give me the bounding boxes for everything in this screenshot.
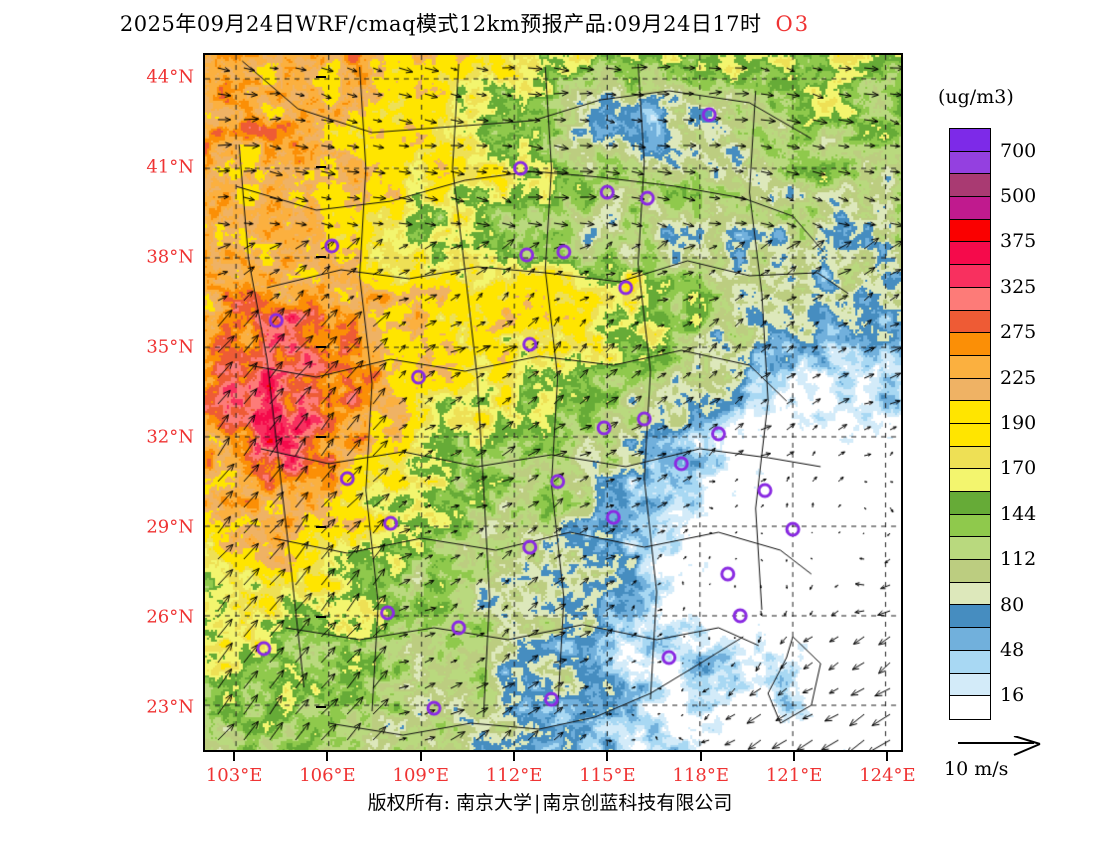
title-text: 2025年09月24日WRF/cmaq模式12km预报产品:09月24日17时 (119, 12, 762, 36)
colorbar-tick-label: 48 (1000, 638, 1025, 661)
colorbar-band (950, 537, 990, 561)
colorbar-band (950, 582, 990, 606)
longitude-tick-label: 118°E (672, 765, 730, 786)
colorbar-band (950, 287, 990, 311)
colorbar-unit-label: (ug/m3) (938, 86, 1014, 108)
colorbar-band (950, 492, 990, 515)
colorbar-band (950, 605, 990, 629)
colorbar-band (950, 333, 990, 356)
colorbar-tick-label: 112 (1000, 548, 1037, 571)
colorbar-band (950, 219, 990, 243)
colorbar-band (950, 265, 990, 288)
company-name: 南京创蓝科技有限公司 (542, 792, 733, 814)
longitude-tick-mark (886, 752, 889, 761)
colorbar-band (950, 423, 990, 447)
wind-vector-legend: 10 m/s (944, 736, 1094, 786)
longitude-tick-label: 124°E (859, 765, 916, 786)
longitude-tick-mark (326, 752, 329, 761)
colorbar-band (950, 401, 990, 424)
latitude-tick-mark (316, 436, 326, 438)
latitude-axis: 44°N 41°N 38°N 35°N 32°N 29°N 26°N 23°N (120, 53, 326, 752)
latitude-tick-label: 26°N (146, 606, 194, 628)
longitude-axis: 103°E 106°E 109°E 112°E 115°E 118°E 121°E 124°E (203, 752, 916, 787)
colorbar[interactable] (949, 128, 991, 720)
colorbar-band (950, 197, 990, 220)
latitude-tick-label: 35°N (146, 336, 194, 358)
longitude-tick-mark (793, 752, 796, 761)
colorbar-tick-label: 325 (1000, 275, 1037, 298)
latitude-tick-label: 32°N (146, 426, 194, 448)
footer-divider: | (534, 792, 541, 814)
colorbar-tick-label: 170 (1000, 457, 1037, 480)
latitude-tick-mark (316, 526, 326, 528)
colorbar-band (950, 174, 990, 198)
latitude-tick-label: 29°N (146, 516, 194, 538)
longitude-tick-label: 106°E (299, 765, 356, 786)
colorbar-tick-label: 275 (1000, 321, 1037, 344)
longitude-tick-mark (233, 752, 236, 761)
colorbar-band (950, 242, 990, 266)
latitude-tick-label: 38°N (146, 246, 194, 268)
longitude-tick-mark (606, 752, 609, 761)
wind-arrow-icon (958, 736, 1041, 756)
latitude-tick-mark (316, 616, 326, 618)
latitude-tick-label: 23°N (146, 696, 194, 718)
colorbar-tick-label: 700 (1000, 139, 1037, 162)
longitude-tick-label: 115°E (579, 765, 636, 786)
longitude-tick-label: 109°E (392, 765, 450, 786)
colorbar-tick-label: 500 (1000, 185, 1037, 208)
colorbar-band (950, 310, 990, 334)
map-raster-layer (205, 55, 901, 750)
colorbar-band (950, 129, 990, 152)
colorbar-band (950, 355, 990, 379)
colorbar-tick-label: 80 (1000, 593, 1025, 616)
colorbar-tick-label: 190 (1000, 412, 1037, 434)
longitude-tick-mark (419, 752, 422, 761)
latitude-tick-mark (316, 346, 326, 348)
colorbar-tick-label: 16 (1000, 684, 1025, 707)
colorbar-band (950, 628, 990, 651)
colorbar-band (950, 151, 990, 175)
colorbar-band (950, 650, 990, 674)
colorbar-band (950, 673, 990, 697)
latitude-tick-mark (316, 76, 326, 78)
pollutant-label: O3 (775, 12, 811, 36)
longitude-tick-mark (699, 752, 702, 761)
latitude-tick-label: 44°N (146, 66, 194, 88)
copyright-owner: 版权所有: 南京大学 (367, 792, 533, 814)
colorbar-tick-label: 144 (1000, 502, 1037, 525)
colorbar-band (950, 514, 990, 538)
longitude-tick-label: 121°E (765, 765, 823, 786)
colorbar-band (950, 469, 990, 492)
colorbar-band (950, 378, 990, 402)
longitude-tick-label: 112°E (485, 765, 543, 786)
copyright-footer: 版权所有: 南京大学 | 南京创蓝科技有限公司 (0, 788, 1100, 815)
latitude-tick-label: 41°N (146, 156, 194, 178)
colorbar-band (950, 560, 990, 583)
latitude-tick-mark (316, 256, 326, 258)
forecast-map[interactable] (203, 53, 903, 752)
longitude-tick-label: 103°E (205, 765, 263, 786)
colorbar-band (950, 696, 990, 719)
colorbar-tick-label: 225 (1000, 366, 1037, 389)
colorbar-band (950, 446, 990, 470)
longitude-tick-mark (513, 752, 516, 761)
chart-title: 2025年09月24日WRF/cmaq模式12km预报产品:09月24日17时 O… (0, 8, 930, 38)
latitude-tick-mark (316, 166, 326, 168)
latitude-tick-mark (316, 706, 326, 708)
wind-legend-label: 10 m/s (944, 758, 1009, 780)
colorbar-tick-label: 375 (1000, 230, 1037, 253)
